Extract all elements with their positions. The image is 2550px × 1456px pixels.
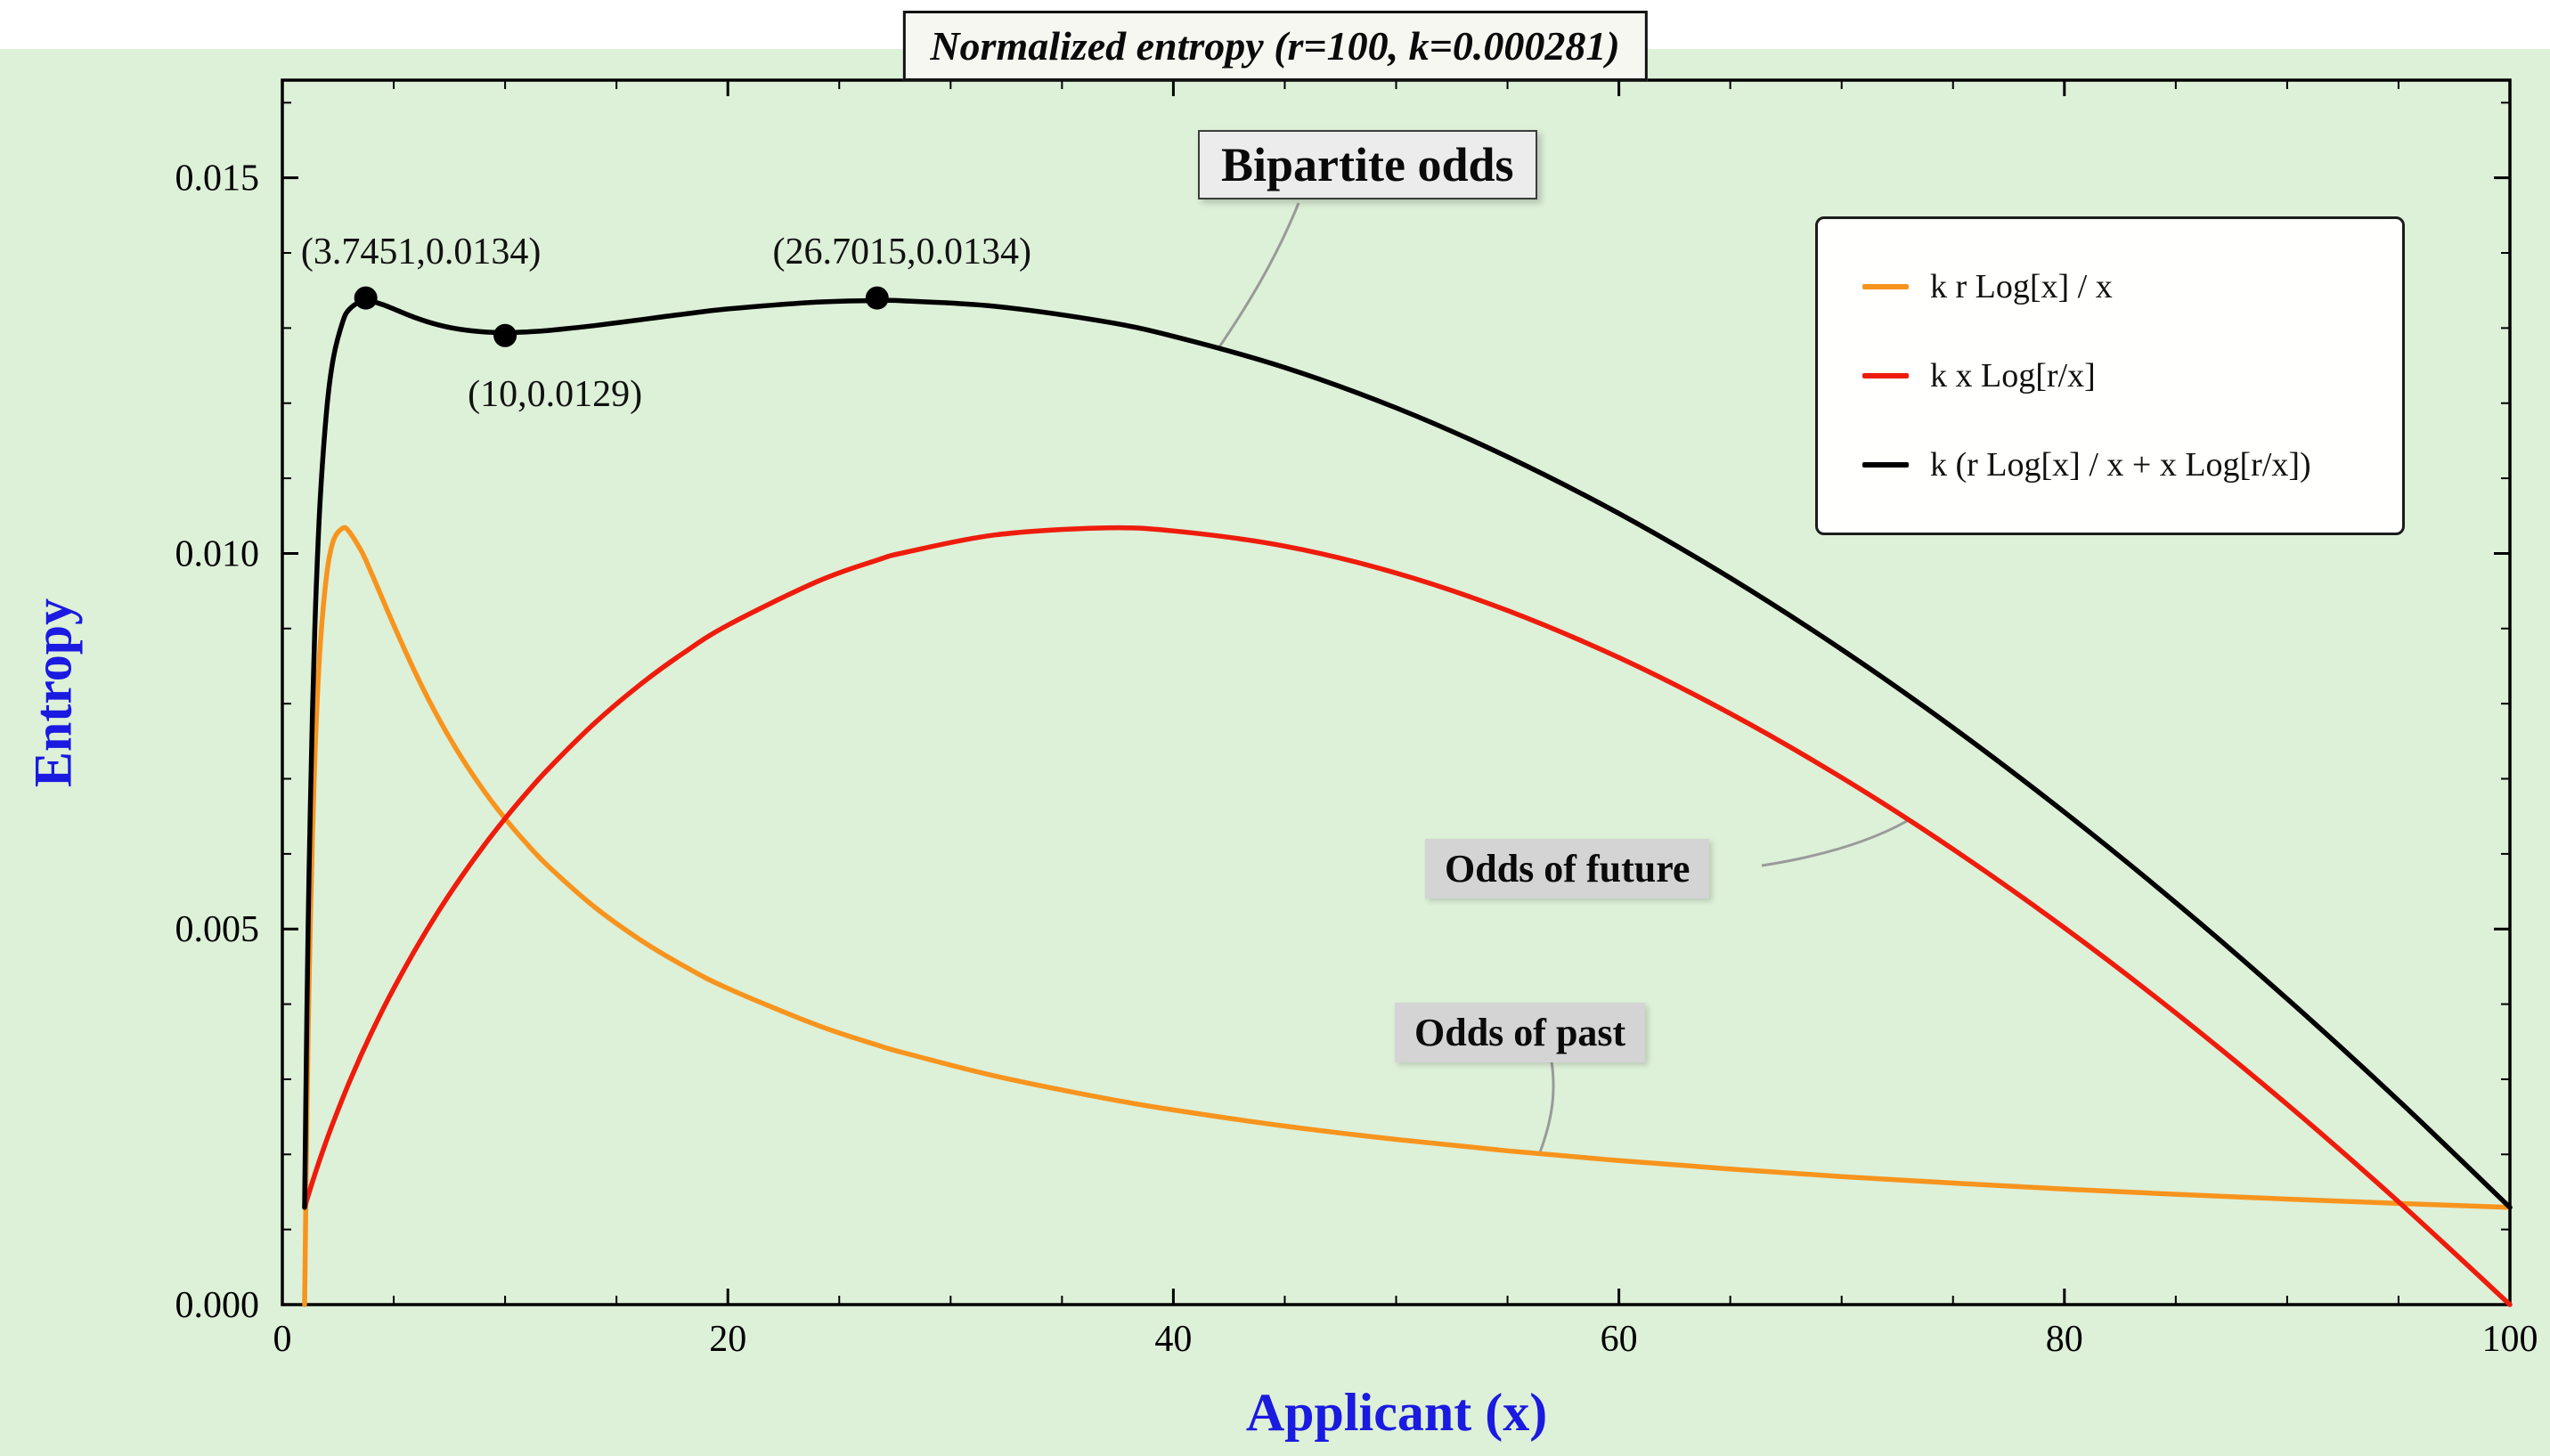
y-tick-label: 0.015 bbox=[175, 159, 260, 199]
leader-line-0 bbox=[1217, 202, 1300, 349]
annotation-odds-of-past: Odds of past bbox=[1395, 1003, 1646, 1062]
legend-label-odds-of-future: k x Log[r/x] bbox=[1930, 357, 2096, 395]
point-label-1: (10,0.0129) bbox=[468, 373, 643, 415]
legend-item-odds-of-future: k x Log[r/x] bbox=[1862, 356, 2386, 395]
annotation-odds-of-future: Odds of future bbox=[1425, 839, 1710, 899]
legend-item-odds-of-past: k r Log[x] / x bbox=[1862, 267, 2386, 306]
x-tick-label: 20 bbox=[709, 1319, 746, 1360]
legend-swatch-odds-of-future bbox=[1862, 373, 1909, 378]
annotation-bipartite-odds: Bipartite odds bbox=[1198, 130, 1537, 199]
x-tick-label: 0 bbox=[273, 1319, 292, 1360]
y-tick-label: 0.005 bbox=[175, 909, 260, 950]
curve-odds-of-future bbox=[302, 525, 2513, 1307]
x-axis-label: Applicant (x) bbox=[1245, 1383, 1548, 1442]
y-axis-label: Entropy bbox=[23, 598, 83, 788]
marked-point-2 bbox=[865, 286, 889, 310]
point-label-2: (26.7015,0.0134) bbox=[772, 231, 1032, 272]
curve-odds-of-past bbox=[302, 525, 2513, 1307]
legend: k r Log[x] / x k x Log[r/x] k (r Log[x] / … bbox=[1815, 216, 2405, 535]
x-tick-label: 40 bbox=[1154, 1319, 1192, 1360]
y-tick-label: 0.010 bbox=[175, 533, 260, 574]
chart-title: Normalized entropy (r=100, k=0.000281) bbox=[902, 11, 1648, 81]
legend-swatch-odds-of-past bbox=[1862, 284, 1909, 289]
x-tick-label: 80 bbox=[2046, 1319, 2083, 1360]
leader-line-2 bbox=[1538, 1061, 1555, 1153]
y-tick-label: 0.000 bbox=[175, 1285, 260, 1326]
marked-point-0 bbox=[354, 286, 378, 310]
marked-point-1 bbox=[493, 323, 517, 347]
legend-label-odds-of-past: k r Log[x] / x bbox=[1930, 268, 2113, 305]
leader-line-1 bbox=[1761, 819, 1908, 867]
curve-bipartite-odds bbox=[302, 297, 2513, 1210]
legend-item-bipartite-odds: k (r Log[x] / x + x Log[r/x]) bbox=[1862, 445, 2386, 484]
legend-swatch-bipartite-odds bbox=[1862, 462, 1909, 468]
x-tick-label: 100 bbox=[2482, 1319, 2538, 1360]
legend-label-bipartite-odds: k (r Log[x] / x + x Log[r/x]) bbox=[1930, 446, 2311, 484]
point-label-0: (3.7451,0.0134) bbox=[300, 231, 542, 272]
x-tick-label: 60 bbox=[1601, 1319, 1638, 1360]
